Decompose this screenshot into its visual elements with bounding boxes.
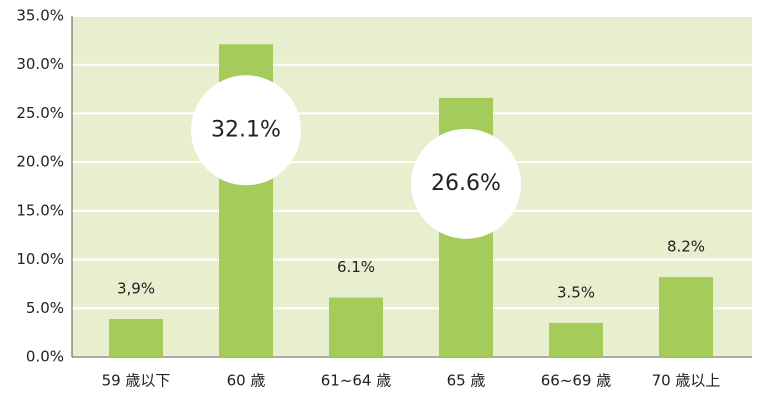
x-tick-label: 65 歳 xyxy=(447,372,486,390)
y-tick-label: 25.0% xyxy=(16,104,64,122)
label-bubble xyxy=(191,75,301,186)
bar xyxy=(329,297,383,357)
value-label: 6.1% xyxy=(337,258,375,276)
value-label: 8.2% xyxy=(667,238,705,256)
bar xyxy=(659,277,713,357)
y-tick-label: 30.0% xyxy=(16,55,64,73)
y-tick-label: 10.0% xyxy=(16,250,64,268)
x-tick-label: 70 歳以上 xyxy=(652,372,721,390)
y-tick-label: 20.0% xyxy=(16,153,64,171)
value-label: 26.6% xyxy=(431,171,501,196)
value-label: 3.5% xyxy=(557,283,595,301)
label-bubble xyxy=(411,128,521,239)
y-tick-label: 15.0% xyxy=(16,201,64,219)
y-tick-label: 0.0% xyxy=(26,348,64,366)
bar xyxy=(549,322,603,357)
x-tick-label: 59 歳以下 xyxy=(102,372,171,390)
y-tick-label: 5.0% xyxy=(26,299,64,317)
x-tick-label: 66~69 歳 xyxy=(541,372,612,390)
bar xyxy=(109,319,163,357)
x-tick-label: 61~64 歳 xyxy=(321,372,392,390)
value-label: 32.1% xyxy=(211,117,281,142)
x-tick-label: 60 歳 xyxy=(227,372,266,390)
value-label: 3,9% xyxy=(117,280,155,298)
y-tick-label: 35.0% xyxy=(16,7,64,25)
